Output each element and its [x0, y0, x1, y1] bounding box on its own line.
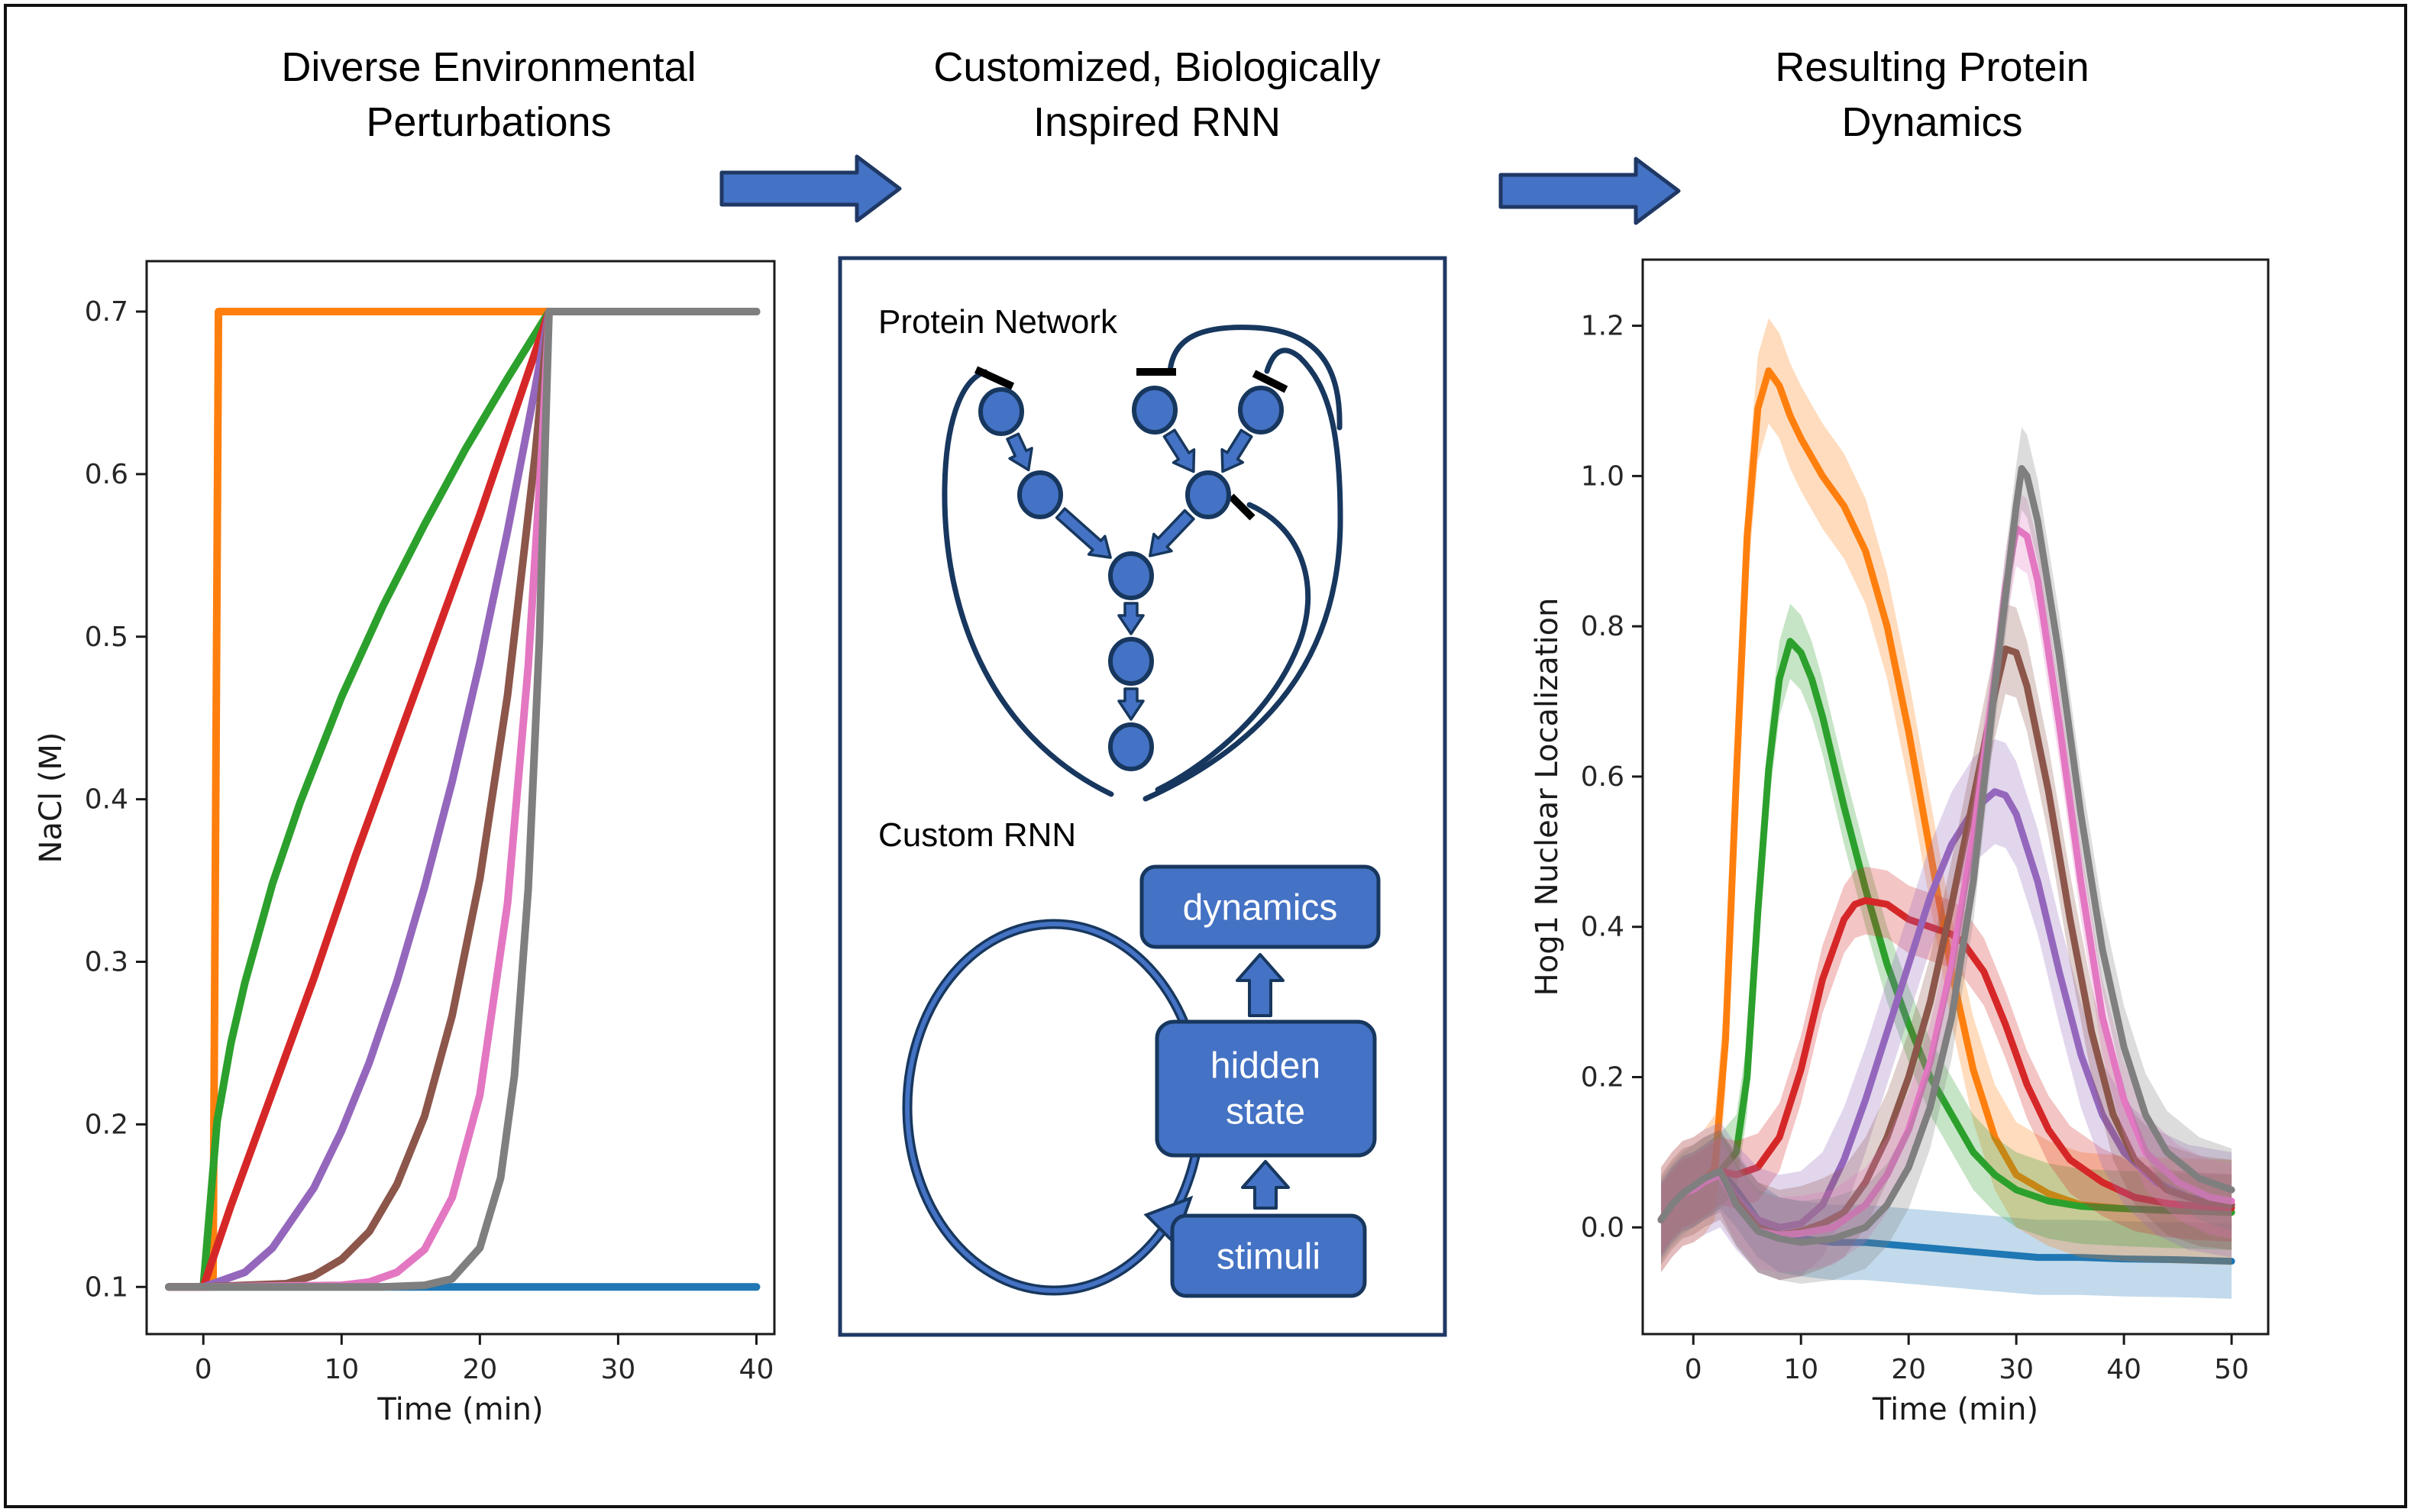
protein-arrow-2-icon: [1162, 428, 1196, 473]
feedback-curves: [942, 325, 1343, 802]
y-tick-label: 0.3: [85, 947, 128, 978]
hog1-dynamics-chart: 0 10 20 30 40 50 0.0 0.2 0.4 0.6 0.8 1.0 1.2 Time (mi…: [1530, 258, 2270, 1427]
stimuli-label: stimuli: [1217, 1237, 1320, 1278]
protein-arrow-1-icon: [1006, 432, 1033, 472]
title-middle-line2: Inspired RNN: [1033, 99, 1281, 145]
x-tick-label: 20: [1891, 1354, 1926, 1385]
series-purple-quadratic-ramp: [165, 308, 761, 1291]
hidden-state-label-line1: hidden: [1210, 1046, 1320, 1087]
title-left-panel: Diverse Environmental Perturbations: [145, 40, 832, 150]
title-middle-panel: Customized, Biologically Inspired RNN: [836, 40, 1478, 150]
y-tick-label: 1.0: [1581, 460, 1624, 492]
y-tick-label: 0.5: [85, 622, 128, 653]
flow-arrow-right-icon: [1498, 157, 1681, 225]
plot-spines: [145, 260, 776, 1336]
x-tick-label: 40: [739, 1354, 774, 1385]
y-tick-label: 0.4: [85, 784, 128, 816]
y-tick-label: 0.8: [1581, 611, 1624, 642]
protein-node-5: [1185, 470, 1231, 519]
protein-node-4: [1017, 470, 1063, 519]
y-axis-label: NaCl (M): [34, 732, 69, 864]
x-axis-label: Time (min): [377, 1392, 543, 1427]
x-tick-label: 0: [195, 1354, 212, 1385]
protein-arrow-7-icon: [1117, 687, 1145, 721]
band-gray: [1661, 427, 2232, 1284]
protein-network-title: Protein Network: [878, 303, 1118, 341]
x-tick-label: 50: [2214, 1354, 2249, 1385]
inhibition-bars: [974, 366, 1288, 521]
feedback-curve-top: [1167, 325, 1343, 431]
title-left-line1: Diverse Environmental: [281, 44, 696, 90]
feedback-curve-left: [942, 369, 1114, 797]
x-tick-label: 20: [462, 1354, 497, 1385]
protein-node-3: [1238, 386, 1284, 435]
protein-node-7: [1108, 637, 1154, 686]
custom-rnn-title: Custom RNN: [878, 816, 1076, 854]
rnn-up-arrow-2-icon: [1241, 1160, 1290, 1210]
protein-arrow-3-icon: [1220, 428, 1253, 473]
title-right-panel: Resulting Protein Dynamics: [1581, 40, 2283, 150]
y-tick-label: 0.1: [85, 1271, 128, 1303]
hidden-state-box: [1155, 1019, 1377, 1158]
y-tick-label: 0.2: [85, 1109, 128, 1140]
protein-arrow-5-icon: [1149, 509, 1195, 557]
y-tick-label: 0.4: [1581, 912, 1624, 943]
protein-node-1: [978, 387, 1024, 436]
y-tick-label: 0.2: [1581, 1062, 1624, 1094]
series-green-concave-ramp: [165, 308, 761, 1291]
y-tick-label: 0.7: [85, 296, 128, 328]
protein-arrow-4-icon: [1055, 507, 1112, 559]
y-tick-label: 1.2: [1581, 311, 1624, 342]
band-purple: [1661, 738, 2232, 1281]
dynamics-label: dynamics: [1183, 888, 1338, 929]
plot-spines: [1641, 258, 2270, 1336]
series-gray-latest-ramp: [165, 308, 761, 1291]
title-right-line1: Resulting Protein: [1775, 44, 2089, 90]
protein-arrow-6-icon: [1117, 602, 1145, 635]
x-axis-label: Time (min): [1872, 1392, 2038, 1427]
x-tick-label: 10: [324, 1354, 359, 1385]
inhibition-bar-node5: [1228, 493, 1256, 521]
title-right-line2: Dynamics: [1841, 99, 2023, 145]
rnn-up-arrow-1-icon: [1236, 953, 1285, 1017]
protein-node-6: [1108, 551, 1154, 600]
nacl-input-chart: 0 10 20 30 40 0.1 0.2 0.3 0.4 0.5 0.6 0.7 Time (min)…: [34, 260, 776, 1427]
feedback-curve-right: [1142, 347, 1343, 802]
series-gray: [1657, 465, 2235, 1246]
protein-node-8: [1108, 722, 1154, 771]
y-axis-label: Hog1 Nuclear Localization: [1530, 598, 1565, 997]
inhibition-bar-node3: [1252, 370, 1288, 393]
rnn-diagram-panel: Protein Network Custom RNN: [838, 256, 1447, 1337]
title-left-line2: Perturbations: [366, 99, 612, 145]
inhibition-bar-node1: [974, 366, 1015, 390]
x-tick-label: 0: [1685, 1354, 1702, 1385]
title-middle-line1: Customized, Biologically: [933, 44, 1381, 90]
y-tick-label: 0.6: [85, 459, 128, 490]
hidden-state-label-line2: state: [1226, 1092, 1305, 1132]
stimuli-box: [1170, 1213, 1367, 1298]
x-tick-label: 40: [2106, 1354, 2141, 1385]
band-red: [1661, 867, 2232, 1254]
y-tick-label: 0.6: [1581, 761, 1624, 793]
dynamics-box: [1139, 864, 1381, 949]
y-tick-label: 0.0: [1581, 1212, 1624, 1243]
x-tick-label: 10: [1783, 1354, 1818, 1385]
rnn-boxes: dynamics hidden state stimuli: [1139, 864, 1381, 1298]
protein-nodes: [978, 386, 1284, 771]
flow-arrow-left-icon: [719, 154, 902, 223]
band-pink: [1661, 491, 2232, 1273]
x-tick-label: 30: [1999, 1354, 2034, 1385]
series-red-linear-ramp: [165, 308, 761, 1291]
x-tick-label: 30: [600, 1354, 635, 1385]
protein-node-2: [1132, 386, 1178, 435]
feedback-curve-inner: [1155, 502, 1311, 793]
